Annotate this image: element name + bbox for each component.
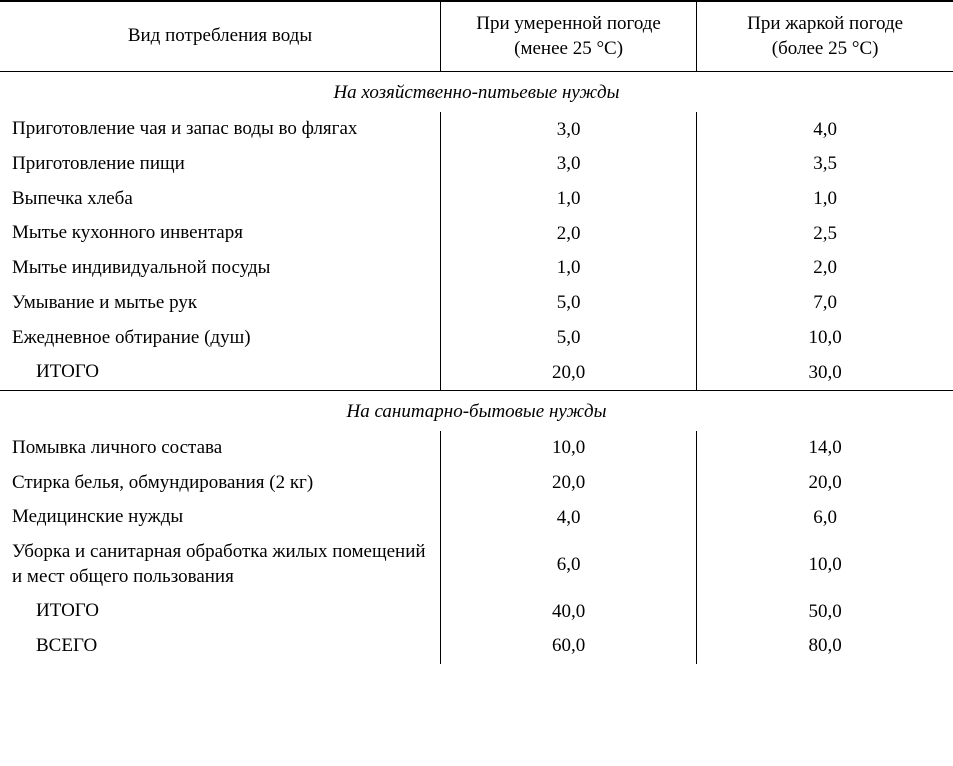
row-label: Помывка личного состава	[0, 431, 440, 466]
row-hot: 10,0	[697, 535, 953, 594]
section-1-title-row: На хозяйственно-питьевые нужды	[0, 72, 953, 113]
subtotal-label: ИТОГО	[0, 594, 440, 629]
row-moderate: 1,0	[440, 251, 696, 286]
water-consumption-table: Вид потребления воды При умеренной погод…	[0, 1, 953, 664]
subtotal-moderate: 20,0	[440, 355, 696, 390]
grandtotal-label: ВСЕГО	[0, 629, 440, 664]
section-2-title: На санитарно-бытовые нужды	[0, 390, 953, 431]
grand-total: ВСЕГО 60,0 80,0	[0, 629, 953, 664]
row-moderate: 6,0	[440, 535, 696, 594]
table-row: Приготовление пищи 3,0 3,5	[0, 147, 953, 182]
row-label: Мытье индивидуальной посуды	[0, 251, 440, 286]
row-moderate: 3,0	[440, 147, 696, 182]
row-moderate: 2,0	[440, 216, 696, 251]
row-moderate: 5,0	[440, 286, 696, 321]
header-label: Вид потребления воды	[0, 2, 440, 72]
row-label: Уборка и санитарная обработка жилых поме…	[0, 535, 440, 594]
row-hot: 2,5	[697, 216, 953, 251]
row-moderate: 5,0	[440, 321, 696, 356]
row-moderate: 20,0	[440, 466, 696, 501]
section-1-subtotal: ИТОГО 20,0 30,0	[0, 355, 953, 390]
row-moderate: 1,0	[440, 182, 696, 217]
table-row: Уборка и санитарная обработка жилых поме…	[0, 535, 953, 594]
table-row: Помывка личного состава 10,0 14,0	[0, 431, 953, 466]
section-2-subtotal: ИТОГО 40,0 50,0	[0, 594, 953, 629]
row-label: Медицинские нужды	[0, 500, 440, 535]
subtotal-hot: 50,0	[697, 594, 953, 629]
table-row: Медицинские нужды 4,0 6,0	[0, 500, 953, 535]
row-hot: 4,0	[697, 112, 953, 147]
subtotal-hot: 30,0	[697, 355, 953, 390]
header-moderate: При умеренной погоде(менее 25 °С)	[440, 2, 696, 72]
row-label: Стирка белья, обмундирования (2 кг)	[0, 466, 440, 501]
subtotal-label: ИТОГО	[0, 355, 440, 390]
table-row: Ежедневное обтирание (душ) 5,0 10,0	[0, 321, 953, 356]
subtotal-moderate: 40,0	[440, 594, 696, 629]
grandtotal-moderate: 60,0	[440, 629, 696, 664]
section-1-title: На хозяйственно-питьевые нужды	[0, 72, 953, 113]
table-row: Выпечка хлеба 1,0 1,0	[0, 182, 953, 217]
row-hot: 6,0	[697, 500, 953, 535]
table-row: Приготовление чая и запас воды во флягах…	[0, 112, 953, 147]
row-label: Выпечка хлеба	[0, 182, 440, 217]
table-row: Умывание и мытье рук 5,0 7,0	[0, 286, 953, 321]
row-label: Мытье кухонного инвентаря	[0, 216, 440, 251]
row-label: Умывание и мытье рук	[0, 286, 440, 321]
table-row: Мытье кухонного инвентаря 2,0 2,5	[0, 216, 953, 251]
table-row: Стирка белья, обмундирования (2 кг) 20,0…	[0, 466, 953, 501]
row-moderate: 10,0	[440, 431, 696, 466]
section-2-title-row: На санитарно-бытовые нужды	[0, 390, 953, 431]
row-hot: 2,0	[697, 251, 953, 286]
row-label: Ежедневное обтирание (душ)	[0, 321, 440, 356]
row-hot: 3,5	[697, 147, 953, 182]
row-hot: 14,0	[697, 431, 953, 466]
row-hot: 7,0	[697, 286, 953, 321]
section-2: На санитарно-бытовые нужды Помывка лично…	[0, 390, 953, 663]
row-label: Приготовление чая и запас воды во флягах	[0, 112, 440, 147]
table-row: Мытье индивидуальной посуды 1,0 2,0	[0, 251, 953, 286]
row-hot: 10,0	[697, 321, 953, 356]
section-1: На хозяйственно-питьевые нужды Приготовл…	[0, 72, 953, 391]
header-hot: При жаркой погоде(более 25 °С)	[697, 2, 953, 72]
grandtotal-hot: 80,0	[697, 629, 953, 664]
row-hot: 20,0	[697, 466, 953, 501]
header-row: Вид потребления воды При умеренной погод…	[0, 2, 953, 72]
row-label: Приготовление пищи	[0, 147, 440, 182]
row-moderate: 3,0	[440, 112, 696, 147]
row-moderate: 4,0	[440, 500, 696, 535]
row-hot: 1,0	[697, 182, 953, 217]
